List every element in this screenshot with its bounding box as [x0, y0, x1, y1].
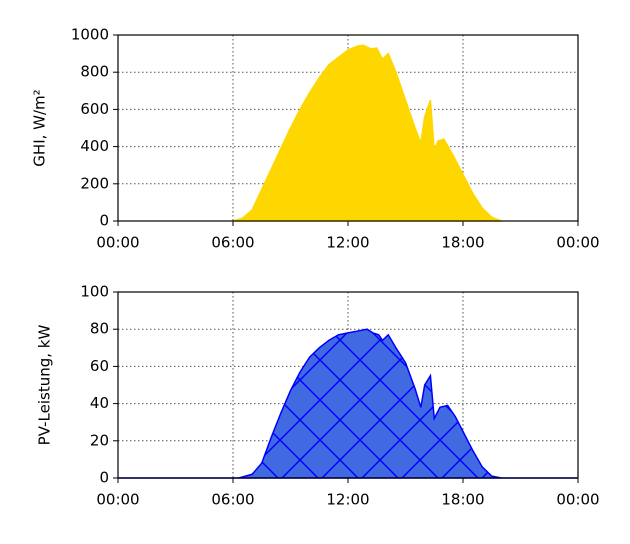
y-tick-label: 800 [80, 63, 109, 81]
y-tick-label: 400 [80, 137, 109, 155]
x-tick-label: 00:00 [556, 234, 599, 252]
y-tick-label: 60 [90, 357, 109, 375]
x-tick-label: 18:00 [441, 234, 484, 252]
x-tick-label: 00:00 [556, 491, 599, 509]
x-tick-label: 12:00 [326, 491, 369, 509]
y-tick-label: 20 [90, 431, 109, 449]
y-tick-label: 0 [99, 469, 109, 487]
x-tick-label: 06:00 [211, 234, 254, 252]
axes-frame [117, 291, 579, 479]
y-tick-label: 1000 [71, 26, 109, 44]
y-tick-label: 80 [90, 320, 109, 338]
y-tick-label: 200 [80, 174, 109, 192]
y-axis-label: PV-Leistung, kW [36, 325, 54, 446]
y-axis-label: GHI, W/m² [31, 89, 49, 166]
y-tick-label: 40 [90, 394, 109, 412]
y-tick-label: 0 [99, 212, 109, 230]
area [232, 44, 502, 222]
area-hatch [118, 329, 578, 478]
y-tick-label: 100 [80, 283, 109, 301]
x-tick-label: 00:00 [96, 234, 139, 252]
y-tick-label: 600 [80, 100, 109, 118]
x-tick-label: 12:00 [326, 234, 369, 252]
x-tick-label: 06:00 [211, 491, 254, 509]
x-tick-label: 00:00 [96, 491, 139, 509]
axes-frame [117, 34, 579, 222]
x-tick-label: 18:00 [441, 491, 484, 509]
